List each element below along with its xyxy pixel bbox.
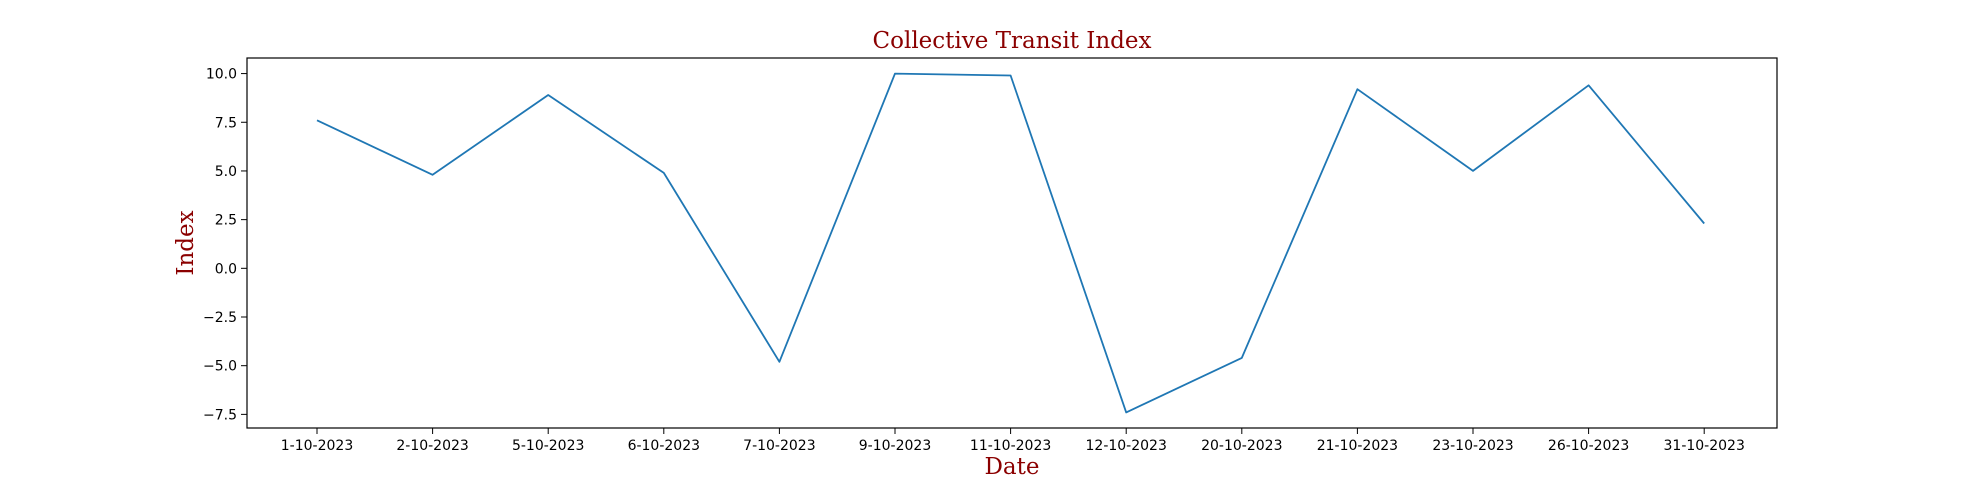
x-tick-label: 7-10-2023 <box>743 438 815 454</box>
x-tick-label: 6-10-2023 <box>628 438 700 454</box>
x-tick-label: 9-10-2023 <box>859 438 931 454</box>
x-tick-label: 11-10-2023 <box>970 438 1051 454</box>
x-tick-label: 23-10-2023 <box>1432 438 1513 454</box>
x-tick-label: 1-10-2023 <box>281 438 353 454</box>
y-tick-label: 7.5 <box>215 115 237 131</box>
x-tick-label: 26-10-2023 <box>1548 438 1629 454</box>
y-axis-label: Index <box>173 210 199 275</box>
x-tick-label: 12-10-2023 <box>1086 438 1167 454</box>
x-tick-label: 21-10-2023 <box>1317 438 1398 454</box>
y-tick-label: 0.0 <box>215 261 237 277</box>
x-tick-label: 31-10-2023 <box>1664 438 1745 454</box>
y-tick-label: −2.5 <box>203 310 237 326</box>
y-axis: 10.0 7.5 5.0 2.5 0.0 −2.5 −5.0 −7.5 <box>203 67 247 423</box>
series-layer <box>316 72 1705 414</box>
y-tick-label: −7.5 <box>203 407 237 423</box>
y-tick-label: 5.0 <box>215 164 237 180</box>
y-tick-label: −5.0 <box>203 359 237 375</box>
x-tick-label: 5-10-2023 <box>512 438 584 454</box>
x-axis-label: Date <box>984 454 1039 480</box>
x-tick-label: 2-10-2023 <box>396 438 468 454</box>
chart-title: Collective Transit Index <box>873 28 1152 54</box>
y-tick-label: 2.5 <box>215 213 237 229</box>
x-tick-label: 20-10-2023 <box>1201 438 1282 454</box>
series-line <box>316 72 1705 414</box>
y-tick-label: 10.0 <box>206 67 237 83</box>
x-axis: 1-10-2023 2-10-2023 5-10-2023 6-10-2023 7-10… <box>281 428 1745 454</box>
plot-area <box>246 57 1778 429</box>
